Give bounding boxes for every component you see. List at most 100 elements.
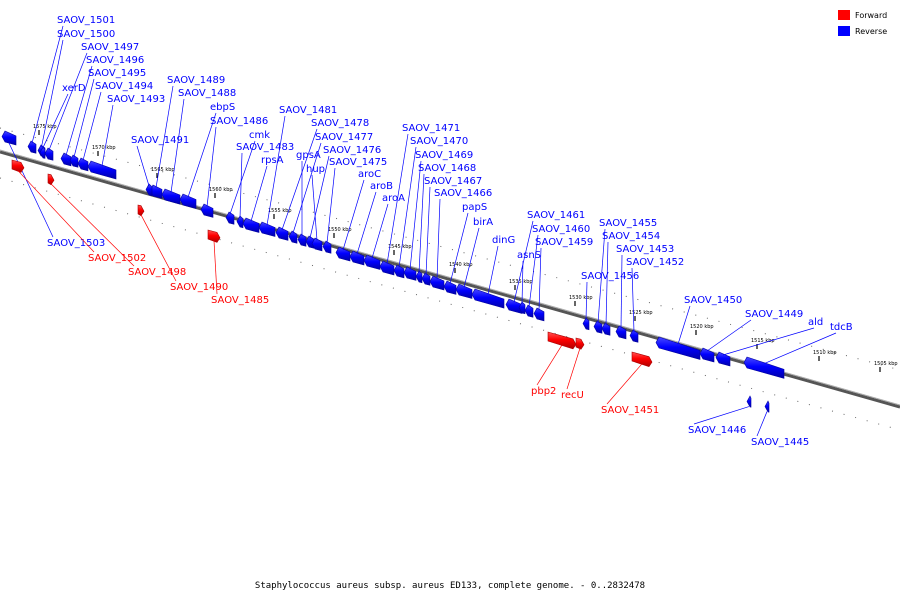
gene-shape[interactable]	[443, 280, 457, 295]
gene-shape[interactable]	[288, 230, 298, 244]
gene-pbp2[interactable]: pbp2	[531, 331, 577, 397]
gene-shape[interactable]	[455, 283, 473, 299]
gene-saov-1455[interactable]: SAOV_1455	[593, 218, 657, 334]
gene-shape[interactable]	[258, 221, 276, 237]
gene-saov-1471[interactable]: SAOV_1471	[379, 123, 460, 276]
gene-saov-1456[interactable]: SAOV_1456	[581, 271, 639, 331]
gene-saov-1496[interactable]: SAOV_1496	[60, 55, 144, 167]
gene-shape[interactable]	[363, 254, 381, 270]
gene-shape[interactable]	[200, 203, 214, 218]
gene-shape[interactable]	[403, 266, 417, 281]
gene-aroa[interactable]: aroA	[363, 193, 405, 270]
gene-saov-1503[interactable]: SAOV_1503	[1, 130, 105, 249]
gene-shape[interactable]	[764, 400, 770, 413]
gene-recu[interactable]: recU	[561, 337, 585, 401]
gene-saov-1467[interactable]: SAOV_1467	[421, 176, 482, 286]
gene-saov-1477[interactable]: SAOV_1477	[288, 132, 373, 244]
gene-shape[interactable]	[518, 301, 526, 315]
gene-saov-1502[interactable]: SAOV_1502	[11, 159, 146, 264]
gene-shape[interactable]	[305, 235, 315, 249]
gene-shape[interactable]	[629, 329, 639, 343]
gene-shape[interactable]	[60, 152, 72, 167]
gene-saov-1478[interactable]: SAOV_1478	[275, 118, 369, 241]
gene-ebps[interactable]: ebpS	[179, 102, 235, 209]
gene-shape[interactable]	[505, 298, 523, 314]
gene-shape[interactable]	[44, 147, 54, 161]
gene-shape[interactable]	[322, 240, 332, 254]
gene-saov-1469[interactable]: SAOV_1469	[403, 150, 473, 281]
gene-shape[interactable]	[242, 217, 260, 233]
gene-shape[interactable]	[429, 275, 445, 291]
gene-saov-1468[interactable]: SAOV_1468	[415, 163, 476, 284]
gene-saov-1476[interactable]: SAOV_1476	[305, 145, 381, 249]
gene-cmk[interactable]: cmk	[225, 130, 270, 225]
gene-rpsa[interactable]: rpsA	[242, 155, 284, 233]
gene-ald[interactable]: ald	[715, 317, 823, 367]
gene-shape[interactable]	[615, 325, 627, 340]
gene-shape[interactable]	[349, 250, 365, 266]
gene-saov-1497[interactable]: SAOV_1497	[44, 42, 139, 161]
gene-shape[interactable]	[39, 146, 46, 159]
gene-saov-1490[interactable]: SAOV_1490	[137, 204, 228, 293]
gene-saov-1498[interactable]: SAOV_1498	[47, 173, 186, 278]
gene-shape[interactable]	[47, 173, 55, 186]
gene-saov-1452[interactable]: SAOV_1452	[626, 257, 684, 343]
gene-shape[interactable]	[1, 130, 17, 146]
gene-tdcb[interactable]: tdcB	[743, 322, 853, 379]
gene-saov-1453[interactable]: SAOV_1453	[615, 244, 674, 340]
gene-shape[interactable]	[137, 204, 145, 217]
gene-shape[interactable]	[27, 140, 37, 154]
gene-saov-1486[interactable]: SAOV_1486	[200, 116, 268, 218]
gene-saov-1491[interactable]: SAOV_1491	[131, 135, 189, 197]
gene-shape[interactable]	[601, 322, 611, 336]
gene-shape[interactable]	[11, 159, 25, 173]
gene-paps[interactable]: papS	[443, 202, 487, 295]
gene-saov-1481[interactable]: SAOV_1481	[258, 105, 337, 237]
gene-shape[interactable]	[225, 211, 235, 225]
gene-shape[interactable]	[379, 260, 395, 276]
gene-shape[interactable]	[297, 233, 307, 247]
gene-shape[interactable]	[275, 226, 289, 241]
gene-arob[interactable]: aroB	[349, 181, 393, 266]
gene-saov-1466[interactable]: SAOV_1466	[429, 188, 492, 291]
gene-shape[interactable]	[87, 160, 117, 180]
gene-saov-1501[interactable]: SAOV_1501	[27, 15, 115, 154]
gene-shape[interactable]	[631, 351, 653, 368]
gene-ding[interactable]: dinG	[471, 235, 515, 309]
gene-shape[interactable]	[699, 347, 715, 363]
gene-xerd[interactable]: xerD	[39, 83, 86, 159]
gene-saov-1483[interactable]: SAOV_1483	[236, 142, 294, 229]
gene-saov-1450[interactable]: SAOV_1450	[655, 295, 742, 360]
gene-shape[interactable]	[655, 336, 701, 360]
gene-shape[interactable]	[533, 307, 545, 322]
gene-shape[interactable]	[746, 395, 752, 408]
gene-shape[interactable]	[715, 351, 731, 367]
gene-shape[interactable]	[236, 215, 244, 229]
gene-shape[interactable]	[207, 229, 221, 243]
gene-saov-1446[interactable]: SAOV_1446	[688, 395, 752, 436]
gene-saov-1449[interactable]: SAOV_1449	[699, 309, 803, 363]
gene-shape[interactable]	[69, 154, 79, 168]
gene-shape[interactable]	[421, 272, 431, 286]
gene-shape[interactable]	[179, 193, 197, 209]
gene-aroc[interactable]: aroC	[335, 169, 381, 262]
gene-shape[interactable]	[582, 317, 590, 331]
gene-saov-1485[interactable]: SAOV_1485	[207, 229, 269, 306]
gene-saov-1493[interactable]: SAOV_1493	[87, 94, 165, 180]
gene-shape[interactable]	[524, 304, 534, 318]
gene-shape[interactable]	[393, 264, 405, 279]
gene-shape[interactable]	[145, 183, 153, 197]
gene-shape[interactable]	[311, 237, 323, 252]
gene-hup[interactable]: hup	[306, 164, 325, 252]
gene-saov-1488[interactable]: SAOV_1488	[161, 88, 236, 205]
gene-saov-1494[interactable]: SAOV_1494	[77, 81, 153, 172]
gene-shape[interactable]	[161, 188, 181, 205]
gene-gpsa[interactable]: gpsA	[296, 150, 321, 247]
gene-saov-1451[interactable]: SAOV_1451	[601, 351, 659, 416]
gene-asns[interactable]: asnS	[517, 250, 541, 315]
gene-shape[interactable]	[335, 246, 351, 262]
gene-bira[interactable]: birA	[455, 217, 493, 299]
gene-shape[interactable]	[77, 157, 89, 172]
gene-shape[interactable]	[575, 337, 585, 350]
gene-shape[interactable]	[471, 288, 505, 309]
